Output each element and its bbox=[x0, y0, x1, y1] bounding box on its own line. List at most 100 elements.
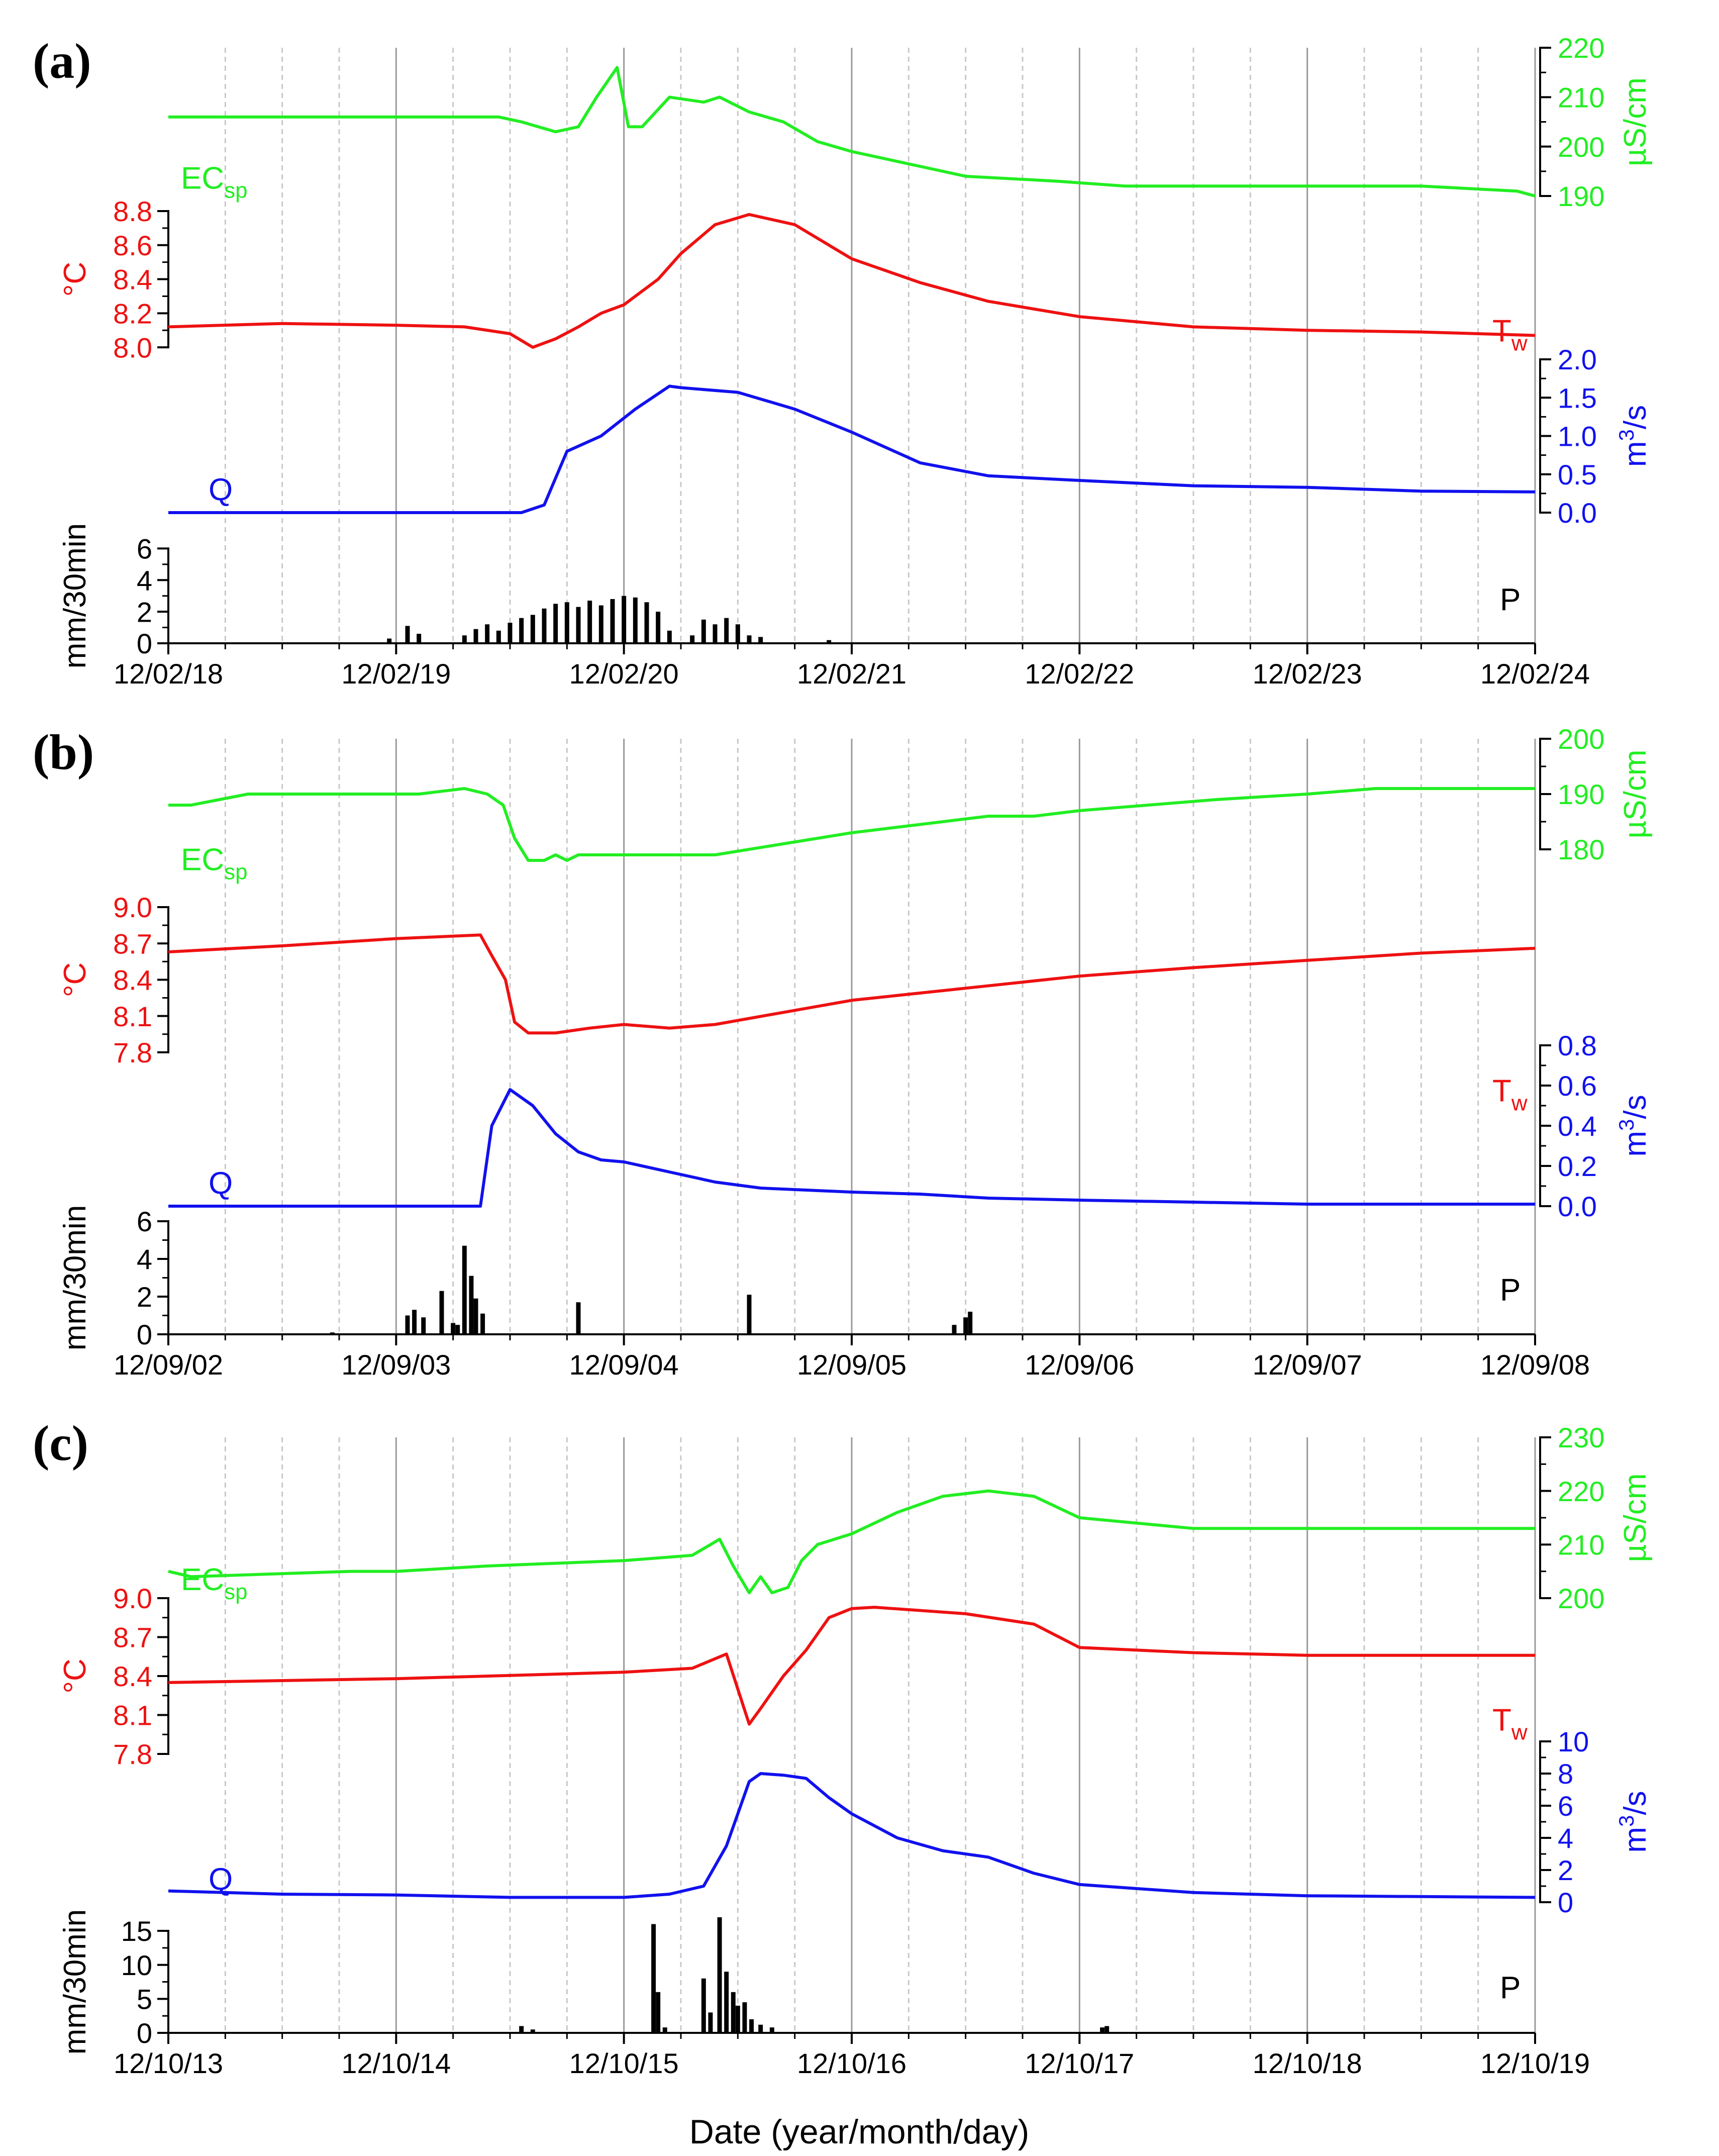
precip-bar bbox=[713, 624, 718, 643]
unit-sup: 3 bbox=[1614, 1815, 1638, 1827]
x-tick-label: 12/09/06 bbox=[1025, 1349, 1134, 1381]
y-axis-tw: 8.08.28.48.68.8 °C bbox=[58, 195, 169, 363]
precip-bar bbox=[421, 1317, 426, 1334]
panel-c: (c) 12/10/13 12/10/14 12/10/15 12/10/16 12/1… bbox=[33, 1415, 1653, 2079]
y-tick-label: 8.4 bbox=[113, 1660, 152, 1692]
y-tick-label: 8.0 bbox=[113, 332, 152, 363]
precip-bar bbox=[564, 602, 569, 643]
x-tick-label: 12/02/23 bbox=[1253, 658, 1362, 690]
precip-bar bbox=[405, 1315, 410, 1334]
precip-bar bbox=[769, 2027, 774, 2033]
y-tick-label: 9.0 bbox=[113, 892, 152, 923]
label-sub: w bbox=[1511, 1720, 1528, 1745]
y-tick-label: 9.0 bbox=[113, 1583, 152, 1614]
y-tick-label: 2 bbox=[137, 596, 152, 628]
x-axis: 12/10/13 12/10/14 12/10/15 12/10/16 12/10/17… bbox=[114, 2032, 1590, 2079]
x-tick-label: 12/09/02 bbox=[114, 1349, 223, 1381]
unit-main: m bbox=[1618, 1131, 1653, 1157]
precip-bar bbox=[542, 608, 547, 643]
y-tick-label: 10 bbox=[121, 1949, 152, 1981]
label-sub: sp bbox=[224, 178, 247, 203]
y-unit-label: °C bbox=[58, 1658, 92, 1694]
series-label-p: P bbox=[1500, 1273, 1521, 1308]
precip-bar bbox=[656, 612, 661, 643]
series-label-tw: Tw bbox=[1492, 1703, 1528, 1745]
precip-bar bbox=[496, 630, 501, 643]
y-unit-label: mm/30min bbox=[58, 1205, 92, 1350]
y-tick-label: 210 bbox=[1558, 1529, 1604, 1560]
x-tick-label: 12/09/05 bbox=[797, 1349, 906, 1381]
label-sub: sp bbox=[224, 1580, 247, 1604]
y-tick-label: 1.5 bbox=[1558, 382, 1597, 414]
series-ecsp: 180 190 200 µS/cm ECsp bbox=[168, 723, 1653, 884]
y-tick-label: 0.0 bbox=[1558, 497, 1597, 529]
precip-bar bbox=[656, 1992, 661, 2033]
y-axis-ecsp: 190 200 210 220 µS/cm bbox=[1539, 32, 1653, 212]
y-tick-label: 10 bbox=[1558, 1726, 1589, 1757]
label-main: T bbox=[1492, 1703, 1511, 1738]
precip-bar bbox=[644, 602, 649, 643]
precip-bar bbox=[758, 637, 763, 643]
x-tick-label: 12/02/18 bbox=[114, 658, 223, 690]
precip-bar bbox=[439, 1291, 444, 1334]
precip-bar bbox=[405, 626, 410, 643]
series-label-q: Q bbox=[209, 1862, 233, 1897]
y-tick-label: 8.7 bbox=[113, 928, 152, 959]
y-axis-ecsp: 200 210 220 230 µS/cm bbox=[1539, 1422, 1653, 1614]
series-label-q: Q bbox=[209, 472, 233, 507]
precip-bar bbox=[735, 2005, 740, 2033]
x-tick-label: 12/02/24 bbox=[1480, 658, 1590, 690]
precip-bar bbox=[724, 618, 729, 643]
y-tick-label: 8.7 bbox=[113, 1622, 152, 1653]
y-tick-label: 8.2 bbox=[113, 298, 152, 329]
y-tick-label: 2 bbox=[1558, 1854, 1573, 1886]
label-main: EC bbox=[181, 1562, 224, 1597]
precip-bar bbox=[662, 2027, 667, 2033]
precip-bar bbox=[576, 607, 581, 643]
series-q: 0.0 0.5 1.0 1.5 2.0 m3/s Q bbox=[168, 344, 1653, 529]
unit-sup: 3 bbox=[1614, 1119, 1638, 1131]
precip-bar bbox=[480, 1313, 485, 1334]
y-tick-label: 8 bbox=[1558, 1758, 1573, 1790]
x-axis: 12/02/18 12/02/19 12/02/20 12/02/21 12/02/22… bbox=[114, 642, 1590, 690]
precip-bar bbox=[473, 1298, 478, 1334]
y-unit-label: °C bbox=[58, 962, 92, 998]
gridlines bbox=[224, 48, 1536, 643]
precip-bar bbox=[553, 604, 558, 643]
y-tick-label: 220 bbox=[1558, 32, 1604, 64]
series-p: 0 2 4 6 mm/30min P bbox=[58, 1205, 1521, 1350]
unit-main: m bbox=[1618, 441, 1653, 467]
precip-bar bbox=[742, 2002, 747, 2033]
y-tick-label: 2.0 bbox=[1558, 344, 1597, 375]
y-tick-label: 0 bbox=[137, 1319, 152, 1350]
precip-bar bbox=[622, 596, 627, 643]
x-axis-title: Date (year/month/day) bbox=[689, 2113, 1030, 2151]
precip-bar bbox=[724, 1972, 729, 2033]
series-label-tw: Tw bbox=[1492, 314, 1528, 355]
precip-bar bbox=[735, 624, 740, 643]
y-tick-label: 0 bbox=[1558, 1887, 1573, 1918]
y-tick-label: 6 bbox=[1558, 1790, 1573, 1822]
precip-bar bbox=[667, 630, 672, 643]
precip-bar bbox=[417, 634, 422, 643]
x-tick-label: 12/10/18 bbox=[1253, 2047, 1362, 2079]
series-line-q bbox=[168, 1772, 1536, 1899]
x-tick-label: 12/10/17 bbox=[1025, 2047, 1134, 2079]
y-tick-label: 0 bbox=[137, 628, 152, 659]
panel-label: (b) bbox=[33, 724, 94, 780]
series-tw: 7.8 8.1 8.4 8.7 9.0 °C Tw bbox=[58, 1583, 1536, 1770]
precip-bar bbox=[1100, 2027, 1105, 2033]
y-tick-label: 8.4 bbox=[113, 264, 152, 296]
precip-bar bbox=[690, 635, 695, 643]
y-tick-label: 0.2 bbox=[1558, 1150, 1597, 1182]
precip-bar bbox=[651, 1924, 656, 2033]
precip-bar bbox=[758, 2024, 763, 2033]
precip-bar bbox=[587, 601, 592, 643]
label-main: EC bbox=[181, 161, 224, 195]
x-tick-label: 12/10/13 bbox=[114, 2047, 223, 2079]
series-label-ecsp: ECsp bbox=[181, 842, 248, 884]
precip-bar bbox=[952, 1325, 957, 1334]
